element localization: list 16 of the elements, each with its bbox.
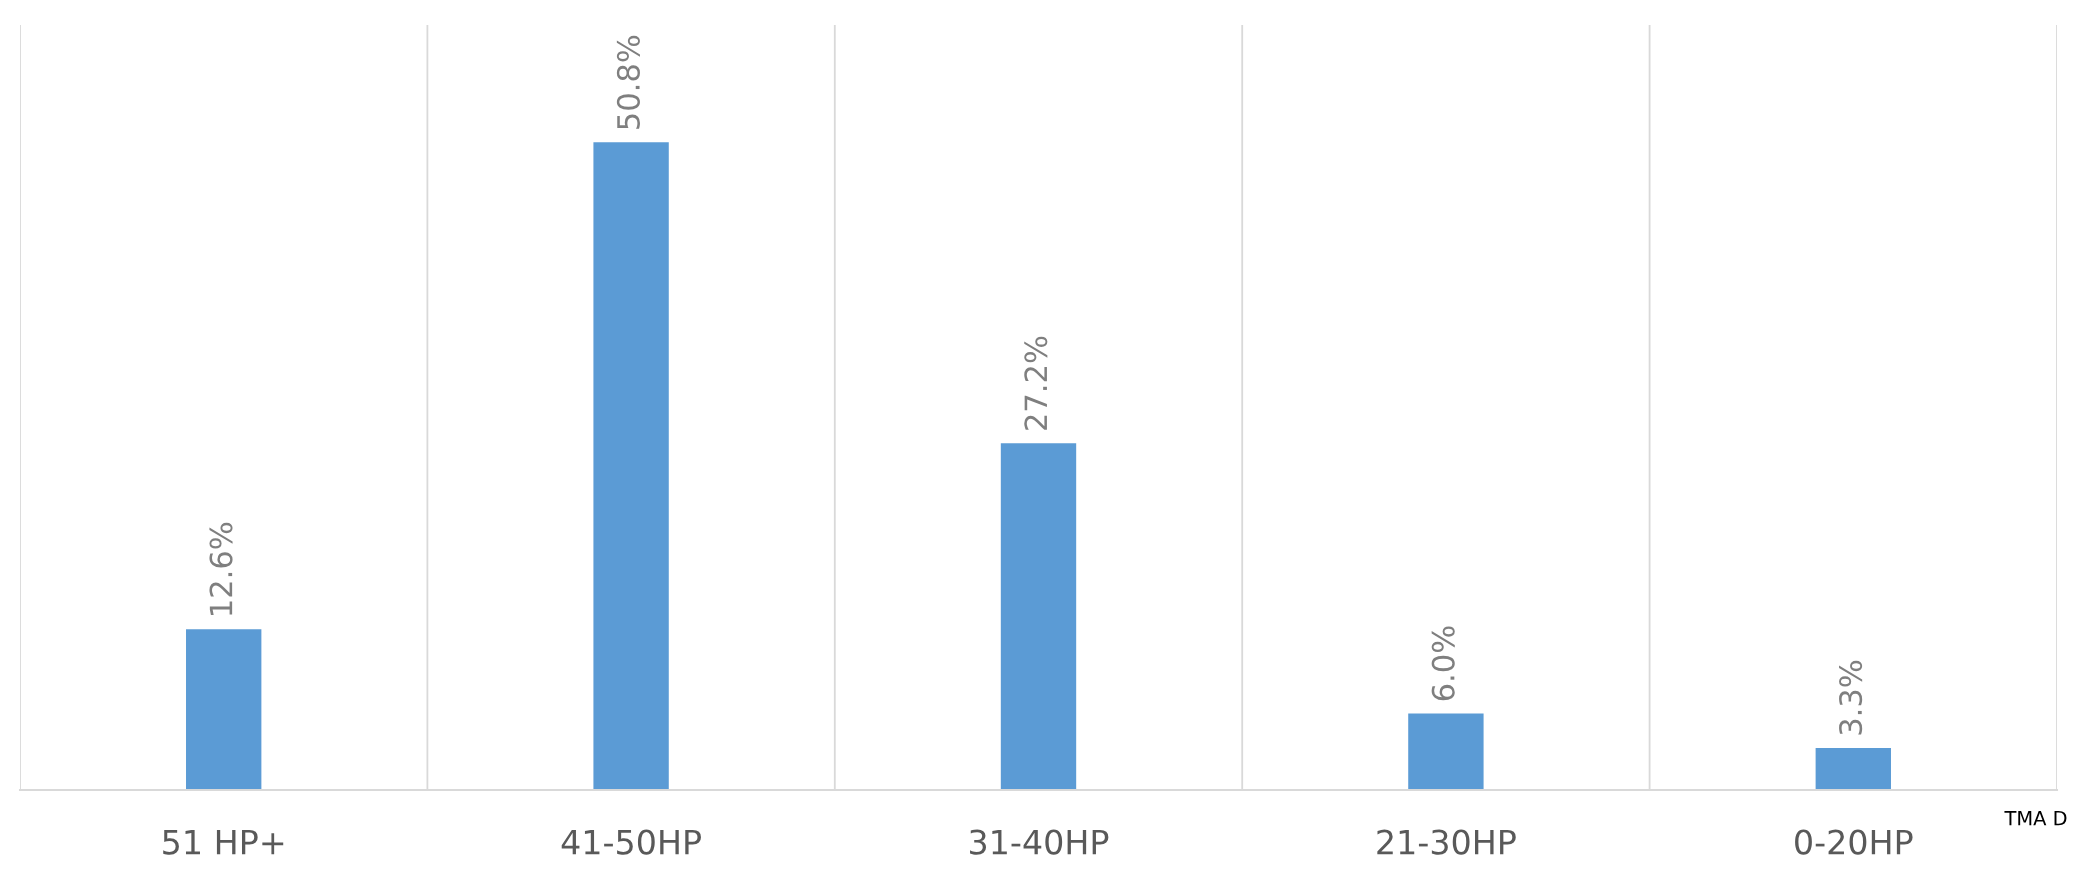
- data-label: 6.0%: [1431, 626, 1455, 701]
- data-label: 12.6%: [209, 522, 233, 615]
- text: TMA D: [2004, 811, 2067, 826]
- x-tick-label: 41-50HP: [561, 829, 701, 855]
- x-tick-label: 21-30HP: [1377, 829, 1516, 855]
- x-tick-label: 31-40HP: [970, 829, 1109, 855]
- data-label: 50.8%: [616, 35, 640, 129]
- data-label: 27.2%: [1024, 336, 1048, 430]
- x-tick-label: 51 HP+: [163, 829, 284, 855]
- data-label: 3.3%: [1839, 660, 1863, 735]
- bar: [1408, 713, 1484, 790]
- bar: [1000, 443, 1077, 790]
- bar: [593, 142, 669, 790]
- bar: [186, 629, 262, 790]
- bar: [1815, 747, 1891, 790]
- x-tick-label: 0-20HP: [1795, 829, 1913, 855]
